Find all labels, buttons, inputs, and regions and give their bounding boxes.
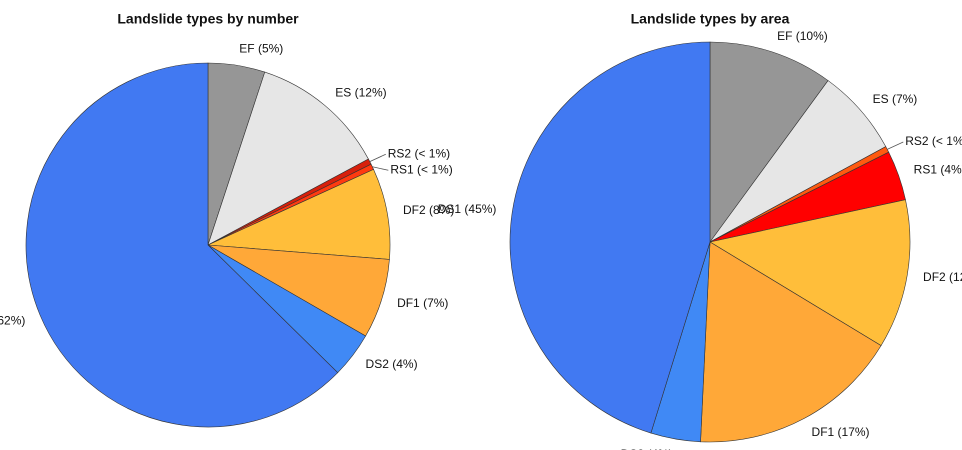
slice-label: DF2 (8%): [403, 203, 454, 217]
slice-label: EF (10%): [777, 29, 828, 43]
slice-label: DS2 (4%): [621, 447, 673, 450]
slice-label: DS1 (62%): [0, 314, 25, 328]
slice-label: ES (7%): [873, 92, 918, 106]
slice-label: DS1 (45%): [438, 202, 497, 216]
leader-line: [372, 166, 389, 171]
pie-slice: [206, 168, 391, 260]
pie-slice: [509, 41, 711, 434]
chart-title: Landslide types by number: [117, 11, 299, 27]
chart-title: Landslide types by area: [631, 11, 790, 27]
slice-label: DF1 (17%): [812, 425, 870, 439]
slice-label: DS2 (4%): [366, 357, 418, 371]
pie-slice: [709, 199, 911, 347]
pie-slice: [25, 62, 339, 428]
pie-slice: [700, 241, 882, 443]
slice-label: EF (5%): [239, 42, 283, 56]
pie-slice: [709, 41, 829, 243]
slice-label: ES (12%): [335, 85, 386, 99]
slice-label: RS2 (< 1%): [388, 146, 450, 160]
slice-label: DF2 (12%): [923, 270, 962, 284]
slice-label: RS2 (< 1%): [905, 134, 962, 148]
slice-label: RS1 (< 1%): [390, 162, 452, 176]
pie-slice: [207, 71, 369, 246]
slice-label: RS1 (4%): [914, 162, 962, 176]
leader-line: [887, 141, 904, 150]
leader-line: [369, 153, 386, 162]
slice-label: DF1 (7%): [397, 296, 448, 310]
